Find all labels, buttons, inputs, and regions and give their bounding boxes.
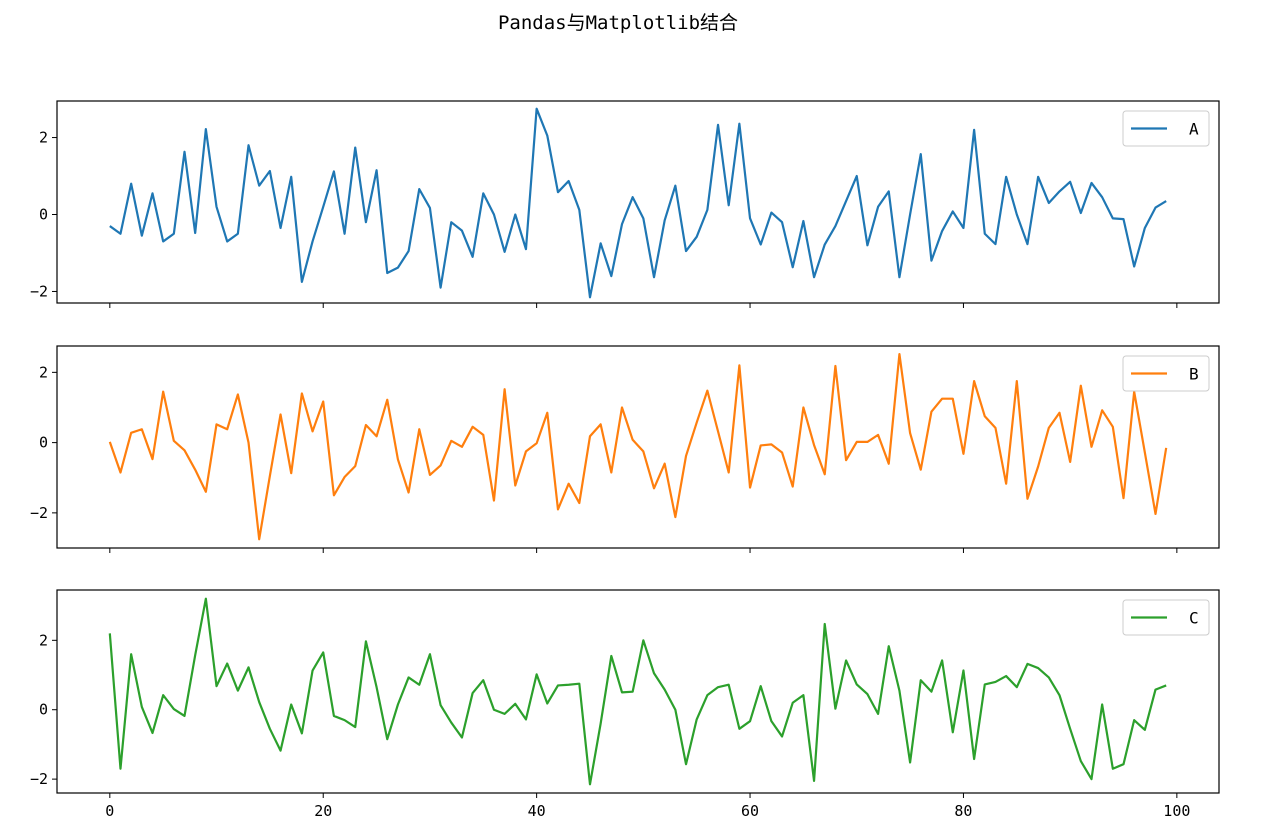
- axes-frame: [56, 345, 1220, 549]
- chart-title: Pandas与Matplotlib结合: [498, 12, 738, 34]
- x-tick-label: 100: [1163, 802, 1190, 820]
- subplot-A: −2 0 2 A: [30, 100, 1220, 308]
- x-tick-label: 80: [954, 802, 972, 820]
- y-tick-label: −2: [30, 504, 48, 522]
- axes-frame: [56, 100, 1220, 304]
- x-tick-label: 40: [528, 802, 546, 820]
- y-tick-label: 2: [39, 363, 48, 381]
- axes-frame: [56, 589, 1220, 794]
- legend-label: B: [1189, 365, 1199, 384]
- x-tick-label: 0: [105, 802, 114, 820]
- y-tick-label: 0: [39, 206, 48, 224]
- y-tick-label: 2: [39, 631, 48, 649]
- y-tick-label: −2: [30, 282, 48, 300]
- y-tick-label: 2: [39, 129, 48, 147]
- series-line-A: [109, 107, 1167, 299]
- y-tick-label: 0: [39, 434, 48, 452]
- legend-label: C: [1189, 609, 1199, 628]
- y-tick-label: 0: [39, 701, 48, 719]
- legend-label: A: [1189, 120, 1199, 139]
- x-tick-label: 20: [314, 802, 332, 820]
- y-tick-label: −2: [30, 770, 48, 788]
- series-line-B: [108, 352, 1168, 541]
- series-line-C: [108, 597, 1167, 786]
- subplot-B: −2 0 2 B: [30, 345, 1220, 553]
- x-tick-label: 60: [741, 802, 759, 820]
